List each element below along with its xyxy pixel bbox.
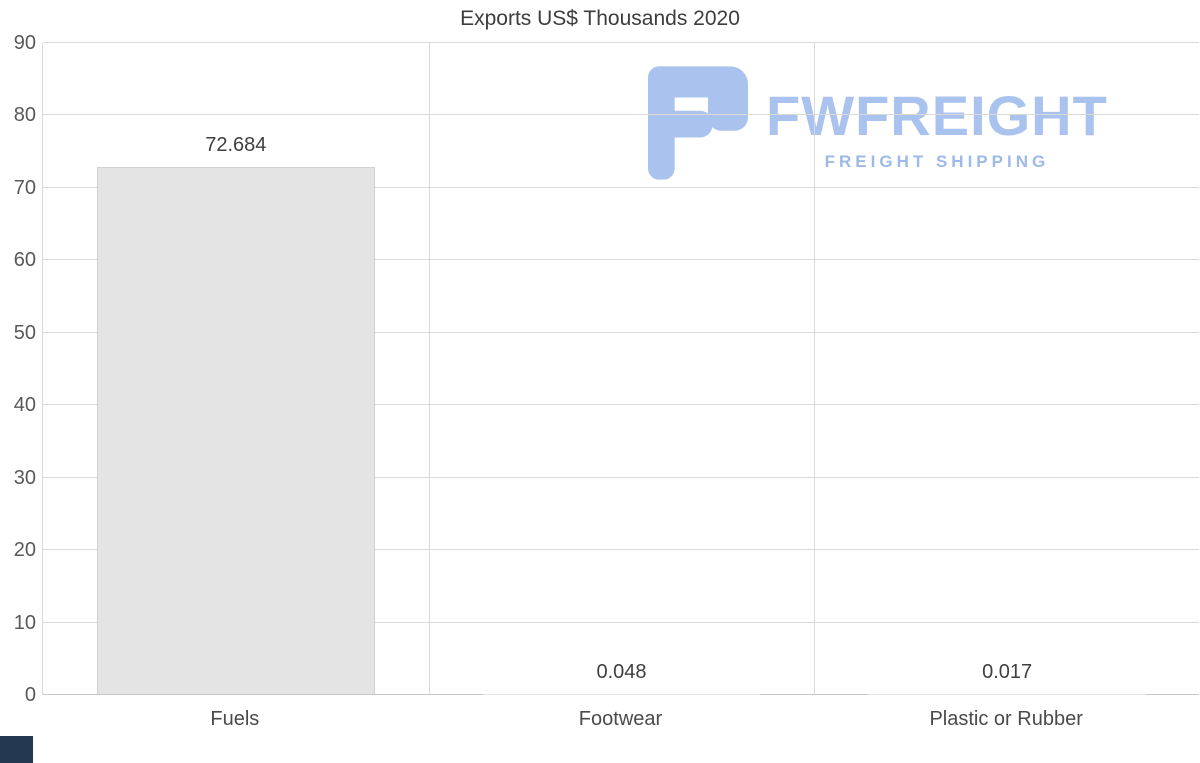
gridline-y-50 <box>43 331 1199 333</box>
value-label-3: 0.017 <box>982 660 1033 683</box>
y-tick-label-60: 60 <box>13 249 36 272</box>
y-tick-label-10: 10 <box>13 611 36 634</box>
x-category-label-3: Plastic or Rubber <box>929 708 1083 730</box>
bar-fuels <box>96 167 375 694</box>
gridline-x-2 <box>814 43 816 694</box>
value-label-2: 0.048 <box>596 660 647 683</box>
value-label-1: 72.684 <box>205 134 267 157</box>
gridline-y-90 <box>43 42 1199 43</box>
plot-area: 72.684 0.048 0.017 <box>42 42 1199 695</box>
gridline-y-20 <box>43 549 1199 551</box>
gridline-y-10 <box>43 621 1199 623</box>
y-axis: 0 10 20 30 40 50 60 70 80 90 <box>0 32 36 706</box>
y-tick-label-20: 20 <box>13 539 36 562</box>
y-tick-label-40: 40 <box>13 394 36 417</box>
gridline-y-70 <box>43 186 1199 188</box>
x-axis: Fuels Footwear Plastic or Rubber <box>42 705 1199 737</box>
gridline-y-80 <box>43 114 1199 116</box>
window-corner-fragment <box>0 736 33 763</box>
gridline-x-1 <box>428 43 430 694</box>
y-tick-label-50: 50 <box>13 321 36 344</box>
y-tick-label-70: 70 <box>13 176 36 199</box>
y-tick-label-80: 80 <box>13 104 36 127</box>
gridline-y-60 <box>43 259 1199 261</box>
x-category-label-2: Footwear <box>578 708 663 730</box>
y-tick-label-90: 90 <box>13 32 36 54</box>
gridline-y-40 <box>43 404 1199 406</box>
gridline-y-30 <box>43 476 1199 478</box>
y-tick-label-0: 0 <box>24 684 36 706</box>
chart-title: Exports US$ Thousands 2020 <box>460 7 740 30</box>
x-category-label-1: Fuels <box>210 708 260 730</box>
y-tick-label-30: 30 <box>13 466 36 489</box>
